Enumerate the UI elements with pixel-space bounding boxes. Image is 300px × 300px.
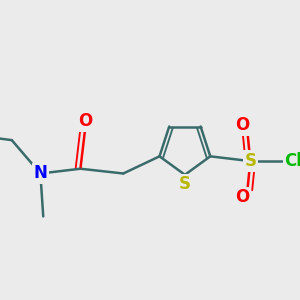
Text: N: N xyxy=(33,164,47,182)
Text: O: O xyxy=(236,116,250,134)
Text: O: O xyxy=(236,188,250,206)
Text: S: S xyxy=(179,175,191,193)
Text: O: O xyxy=(78,112,92,130)
Text: S: S xyxy=(244,152,256,170)
Text: Cl: Cl xyxy=(284,152,300,170)
